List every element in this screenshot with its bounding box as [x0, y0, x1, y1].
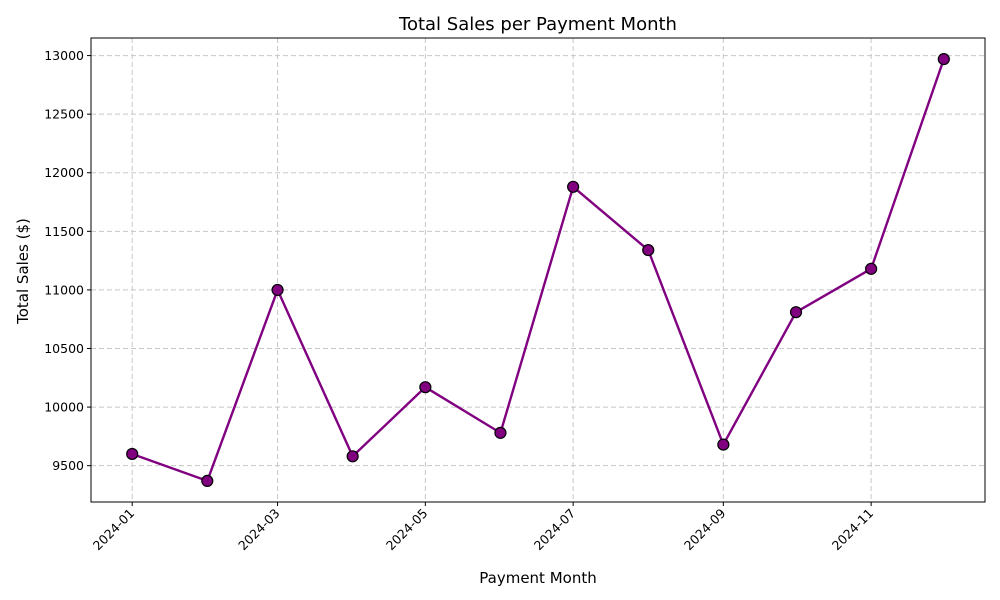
y-tick-label: 11000: [44, 282, 84, 297]
chart-title: Total Sales per Payment Month: [398, 14, 677, 35]
series-line-layer: [130, 57, 946, 483]
data-point: [271, 283, 284, 297]
y-tick-label: 10500: [44, 341, 84, 356]
data-point: [717, 438, 730, 451]
data-point: [346, 450, 359, 463]
data-point: [494, 426, 507, 439]
data-point: [567, 180, 580, 193]
y-tick-label: 13000: [44, 48, 84, 63]
y-tick-label: 12500: [44, 107, 84, 122]
data-point: [789, 306, 803, 319]
data-point: [419, 381, 432, 394]
y-tick-label: 12000: [44, 165, 84, 180]
marker-layer: [126, 52, 950, 488]
data-point: [642, 243, 655, 257]
y-tick-label: 11500: [44, 224, 84, 239]
y-tick-label: 9500: [52, 458, 84, 473]
data-point: [201, 474, 214, 488]
x-axis-label: Payment Month: [479, 569, 596, 587]
data-point: [865, 262, 878, 275]
plot-frame: [90, 37, 986, 503]
y-tick-label: 10000: [44, 400, 84, 415]
data-point: [126, 447, 139, 461]
series-line: [130, 57, 946, 483]
y-axis-label: Total Sales ($): [14, 218, 32, 325]
data-point: [937, 52, 950, 66]
